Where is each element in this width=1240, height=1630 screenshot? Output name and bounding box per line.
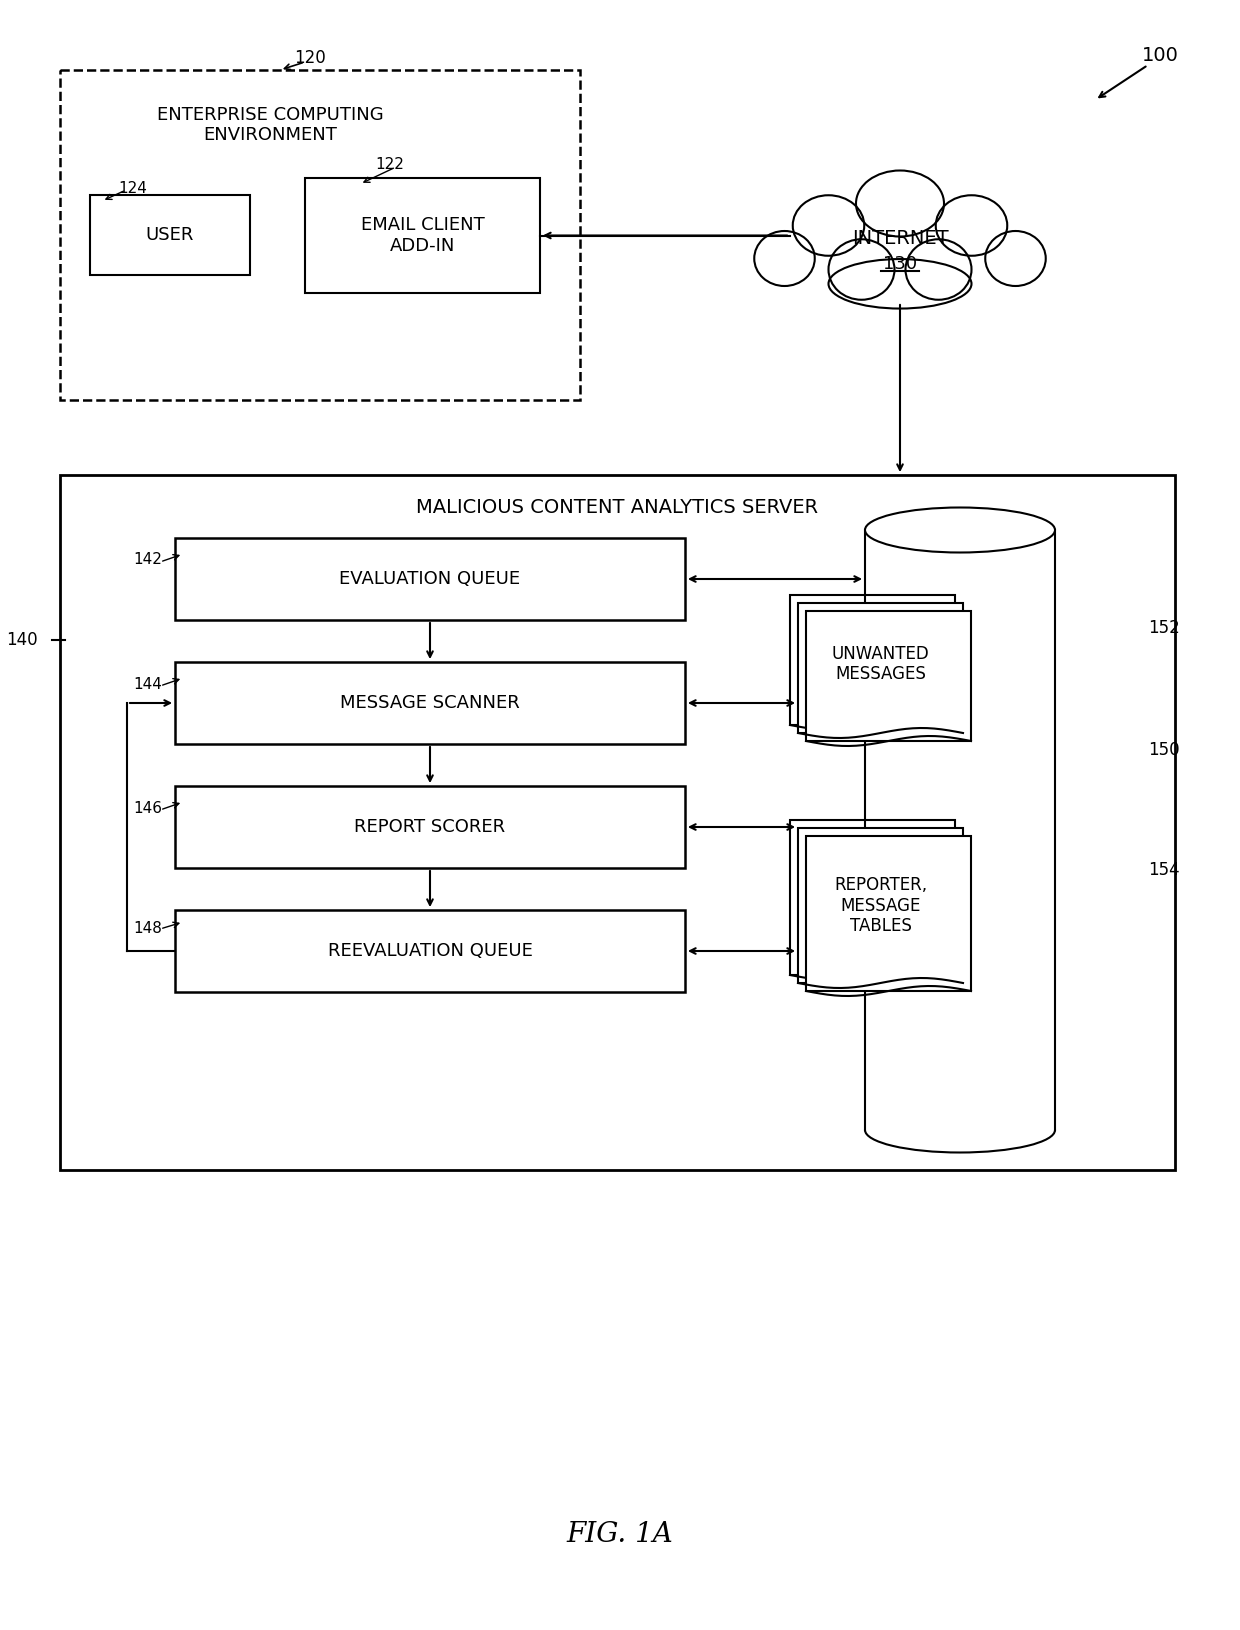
Text: 148: 148 bbox=[133, 921, 162, 936]
Text: 150: 150 bbox=[1148, 742, 1179, 760]
Text: 124: 124 bbox=[118, 181, 146, 196]
Text: ENTERPRISE COMPUTING
ENVIRONMENT: ENTERPRISE COMPUTING ENVIRONMENT bbox=[156, 106, 383, 145]
Text: 130: 130 bbox=[883, 254, 918, 272]
FancyBboxPatch shape bbox=[91, 196, 250, 275]
Ellipse shape bbox=[866, 507, 1055, 553]
Text: 146: 146 bbox=[133, 800, 162, 815]
Text: 142: 142 bbox=[133, 553, 162, 567]
Ellipse shape bbox=[936, 196, 1007, 256]
FancyBboxPatch shape bbox=[799, 828, 963, 983]
Ellipse shape bbox=[866, 1107, 1055, 1152]
FancyBboxPatch shape bbox=[790, 820, 955, 975]
Text: 140: 140 bbox=[6, 631, 38, 649]
Text: REPORT SCORER: REPORT SCORER bbox=[355, 818, 506, 836]
FancyBboxPatch shape bbox=[175, 662, 684, 743]
Ellipse shape bbox=[828, 240, 894, 300]
Text: 120: 120 bbox=[294, 49, 326, 67]
Text: 154: 154 bbox=[1148, 861, 1179, 879]
FancyBboxPatch shape bbox=[806, 836, 971, 991]
Text: 122: 122 bbox=[376, 156, 404, 171]
Text: UNWANTED
MESSAGES: UNWANTED MESSAGES bbox=[832, 644, 929, 683]
Ellipse shape bbox=[828, 259, 971, 308]
Text: MALICIOUS CONTENT ANALYTICS SERVER: MALICIOUS CONTENT ANALYTICS SERVER bbox=[417, 497, 818, 517]
Ellipse shape bbox=[792, 196, 864, 256]
Text: REEVALUATION QUEUE: REEVALUATION QUEUE bbox=[327, 942, 532, 960]
FancyBboxPatch shape bbox=[175, 910, 684, 993]
Ellipse shape bbox=[986, 231, 1045, 285]
FancyBboxPatch shape bbox=[305, 178, 539, 293]
FancyBboxPatch shape bbox=[175, 538, 684, 619]
FancyBboxPatch shape bbox=[60, 70, 580, 399]
Text: EVALUATION QUEUE: EVALUATION QUEUE bbox=[340, 570, 521, 588]
FancyBboxPatch shape bbox=[175, 786, 684, 869]
Ellipse shape bbox=[905, 240, 971, 300]
Ellipse shape bbox=[856, 171, 944, 236]
FancyBboxPatch shape bbox=[799, 603, 963, 734]
Text: USER: USER bbox=[146, 227, 195, 244]
Ellipse shape bbox=[754, 231, 815, 285]
Text: 144: 144 bbox=[133, 676, 162, 691]
Text: REPORTER,
MESSAGE
TABLES: REPORTER, MESSAGE TABLES bbox=[835, 875, 928, 936]
FancyBboxPatch shape bbox=[60, 474, 1176, 1170]
Text: 152: 152 bbox=[1148, 619, 1179, 637]
Text: EMAIL CLIENT
ADD-IN: EMAIL CLIENT ADD-IN bbox=[361, 217, 485, 254]
FancyBboxPatch shape bbox=[790, 595, 955, 725]
Text: 100: 100 bbox=[1142, 46, 1178, 65]
Text: FIG. 1A: FIG. 1A bbox=[567, 1521, 673, 1548]
Text: INTERNET: INTERNET bbox=[852, 228, 949, 248]
FancyBboxPatch shape bbox=[806, 611, 971, 742]
Text: MESSAGE SCANNER: MESSAGE SCANNER bbox=[340, 694, 520, 712]
FancyBboxPatch shape bbox=[866, 530, 1055, 1130]
